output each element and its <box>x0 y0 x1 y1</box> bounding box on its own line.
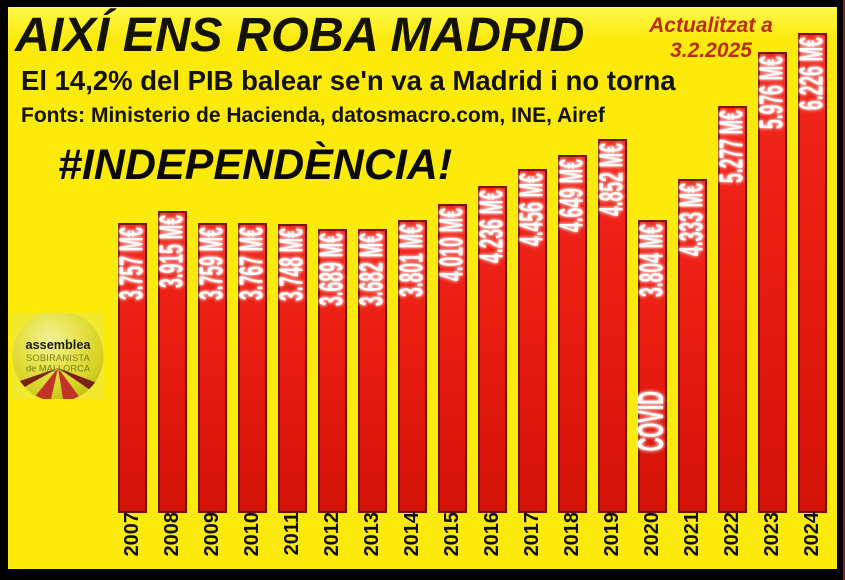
svg-text:de MALLORCA: de MALLORCA <box>26 364 91 374</box>
svg-text:SOBIRANISTA: SOBIRANISTA <box>26 353 91 363</box>
svg-text:assemblea: assemblea <box>26 338 92 352</box>
